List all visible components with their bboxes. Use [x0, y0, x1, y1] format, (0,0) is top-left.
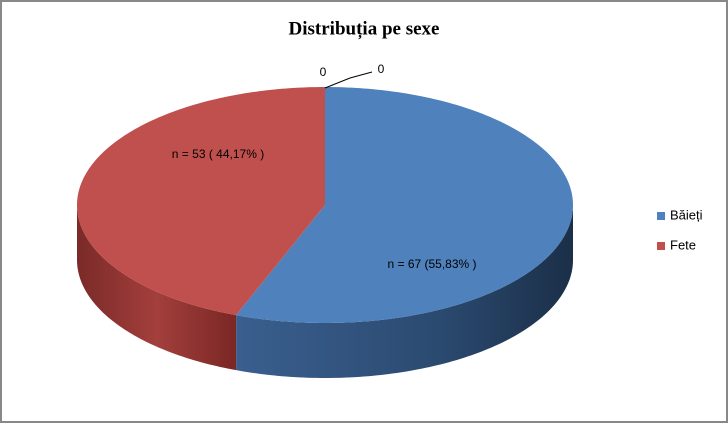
data-label: 0 [320, 65, 327, 79]
legend-swatch [657, 212, 665, 220]
chart-title: Distribuția pe sexe [289, 18, 440, 39]
legend-swatch [657, 242, 665, 250]
slice-side [77, 205, 237, 371]
data-label: 0 [378, 62, 385, 76]
slice [77, 87, 325, 316]
legend-label: Băieți [670, 207, 703, 222]
data-label: n = 67 (55,83% ) [387, 257, 476, 271]
slice [236, 87, 573, 323]
legend-label: Fete [670, 237, 696, 252]
leader-line [324, 71, 373, 89]
slice-side [236, 205, 573, 378]
data-label: n = 53 ( 44,17% ) [172, 147, 264, 161]
